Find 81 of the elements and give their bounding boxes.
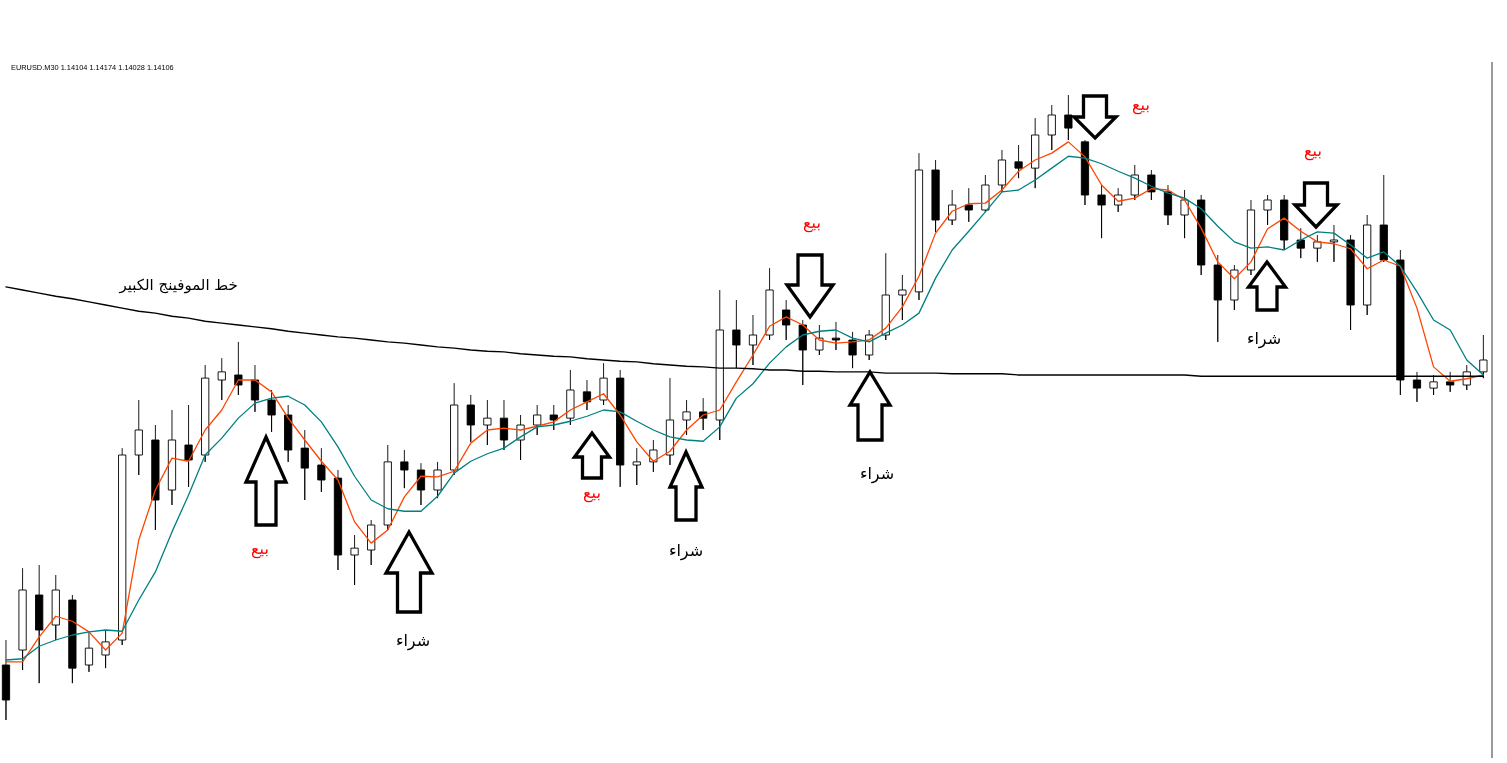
candlestick (533, 404, 542, 436)
candlestick (466, 394, 475, 443)
candlestick (898, 274, 907, 321)
candlestick (582, 379, 592, 411)
annotation: بيع (583, 482, 601, 503)
candlestick (964, 187, 973, 223)
candlestick (765, 267, 774, 341)
candlestick (931, 159, 940, 233)
candlestick (848, 331, 857, 369)
candlestick (599, 362, 608, 406)
candlestick (383, 444, 392, 531)
candlestick (483, 399, 492, 446)
candlestick (250, 364, 260, 413)
candlestick (134, 399, 143, 476)
annotation: شراء (668, 540, 704, 561)
candlestick (118, 447, 127, 646)
candlestick (1379, 174, 1388, 263)
candlestick (1080, 139, 1090, 206)
candlestick (217, 357, 226, 401)
candlestick (499, 399, 509, 451)
candlestick (333, 469, 343, 571)
candlestick (267, 389, 276, 433)
candlestick (881, 252, 890, 341)
candlestick (1014, 144, 1023, 179)
candlestick (84, 631, 94, 673)
annotation: شراء (1246, 328, 1282, 349)
candlestick (732, 299, 741, 369)
candlestick (300, 429, 309, 501)
candlestick (1130, 164, 1139, 201)
candlestick (1064, 94, 1073, 141)
candlestick (184, 404, 193, 488)
candlestick (1031, 117, 1040, 189)
candlestick (1246, 199, 1256, 276)
candlestick (782, 299, 791, 341)
annotation: بيع (1304, 140, 1322, 161)
candlestick (616, 369, 625, 488)
candlestick (748, 314, 758, 366)
candlestick (914, 152, 924, 301)
candlestick (632, 447, 641, 486)
candlestick (35, 564, 44, 684)
candlestick (350, 534, 359, 586)
candlestick (1163, 184, 1173, 226)
candlestick (400, 449, 409, 489)
candlestick (997, 149, 1007, 193)
candlestick (1097, 184, 1106, 239)
candlestick (566, 369, 575, 426)
series-label: خط الموفينج الكبير (118, 276, 238, 295)
candlestick (450, 382, 459, 476)
candlestick (981, 174, 990, 213)
candlestick (1329, 224, 1339, 263)
candlestick (682, 399, 691, 436)
annotation: شراء (859, 463, 895, 484)
candlestick (549, 404, 558, 431)
candlestick (18, 567, 27, 671)
candlestick (367, 519, 376, 566)
candlestick (201, 364, 210, 463)
candlestick (1363, 214, 1372, 316)
candlestick (1313, 234, 1322, 263)
annotation: بيع (251, 538, 269, 559)
annotation: بيع (1132, 94, 1150, 115)
annotation: بيع (803, 212, 821, 233)
candlestick (1280, 194, 1289, 251)
candlestick (1346, 234, 1355, 331)
candlestick (1, 639, 11, 721)
candlestick (317, 447, 326, 493)
candlestick (167, 409, 177, 506)
candlestick (68, 594, 77, 684)
candlestick (1047, 104, 1056, 151)
candlestick (416, 462, 426, 506)
candlestick (1263, 194, 1272, 226)
candlestick (1213, 254, 1222, 343)
candlestick (51, 574, 60, 641)
candlestick (433, 461, 442, 499)
candlestick (1197, 194, 1206, 276)
candlestick (831, 321, 841, 351)
candlestick (1296, 227, 1305, 259)
annotation: شراء (395, 630, 431, 651)
candlestick (284, 404, 293, 463)
candlestick (151, 424, 160, 531)
candlestick (665, 377, 675, 466)
candlestick (1230, 264, 1239, 311)
